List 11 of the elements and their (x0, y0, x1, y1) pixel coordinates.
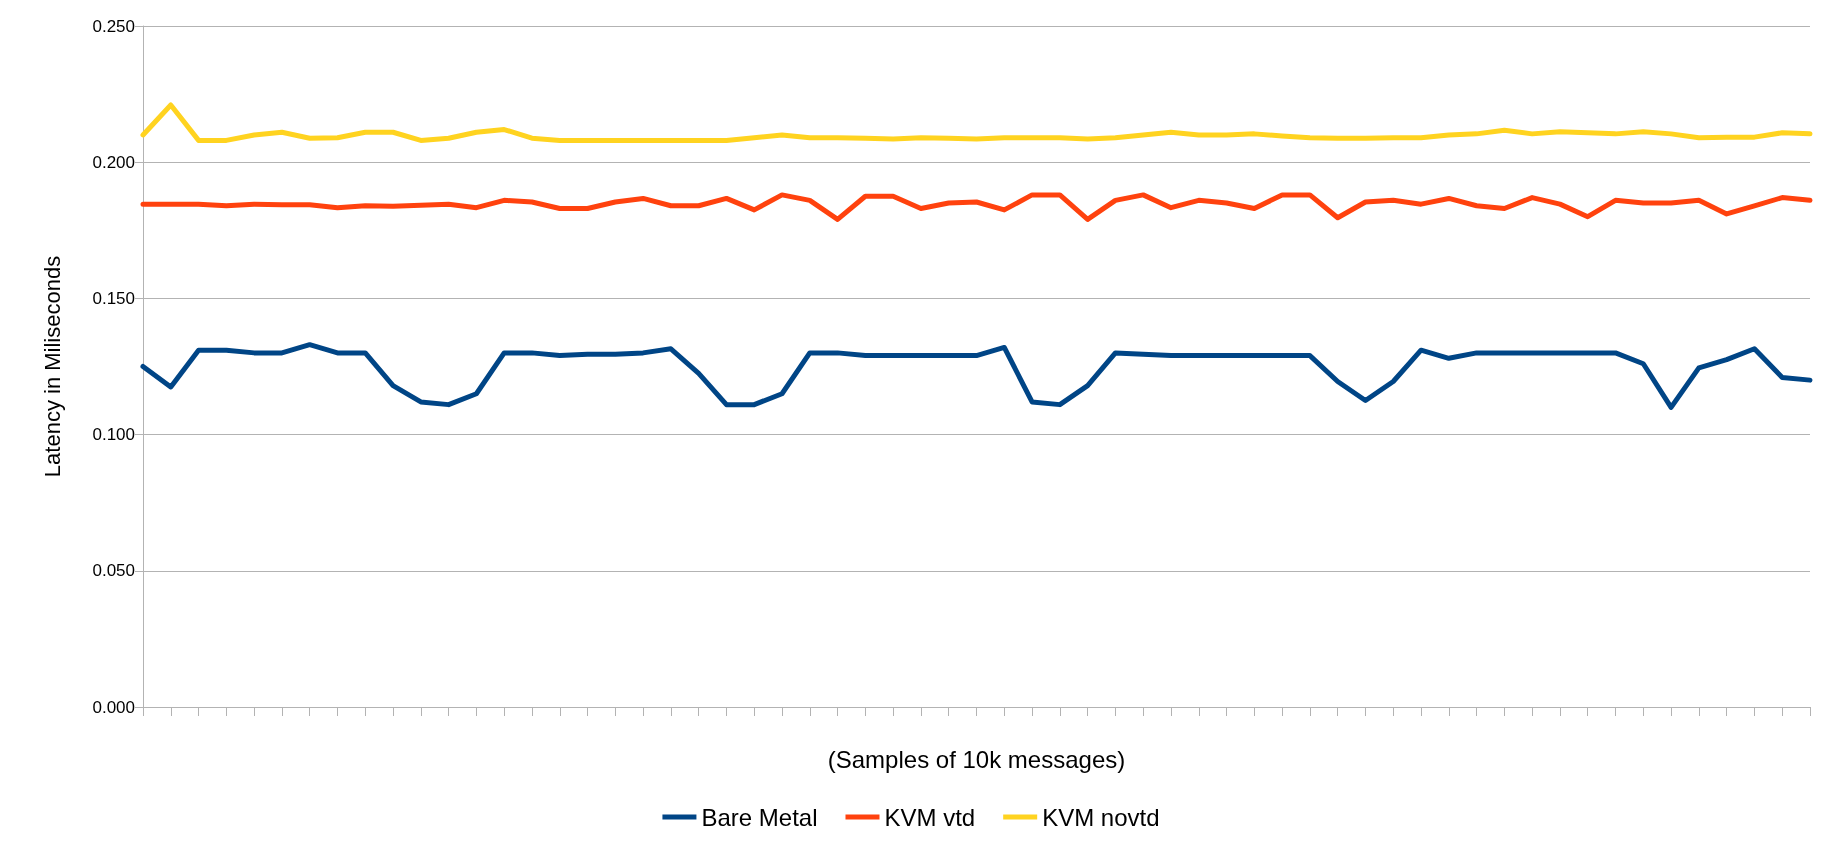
legend-label: Bare Metal (701, 803, 818, 831)
y-tick-label: 0.150 (92, 288, 135, 308)
y-axis-title: Latency in Miliseconds (39, 255, 65, 478)
x-axis-title: (Samples of 10k messages) (827, 745, 1126, 773)
y-tick-label: 0.100 (92, 425, 135, 445)
y-tick-label: 0.250 (92, 16, 135, 36)
y-tick-label: 0.050 (92, 561, 135, 581)
legend-label: KVM vtd (884, 803, 976, 831)
legend-label: KVM novtd (1042, 803, 1160, 831)
y-tick-label: 0.000 (92, 697, 135, 717)
y-tick-label: 0.200 (92, 152, 135, 172)
